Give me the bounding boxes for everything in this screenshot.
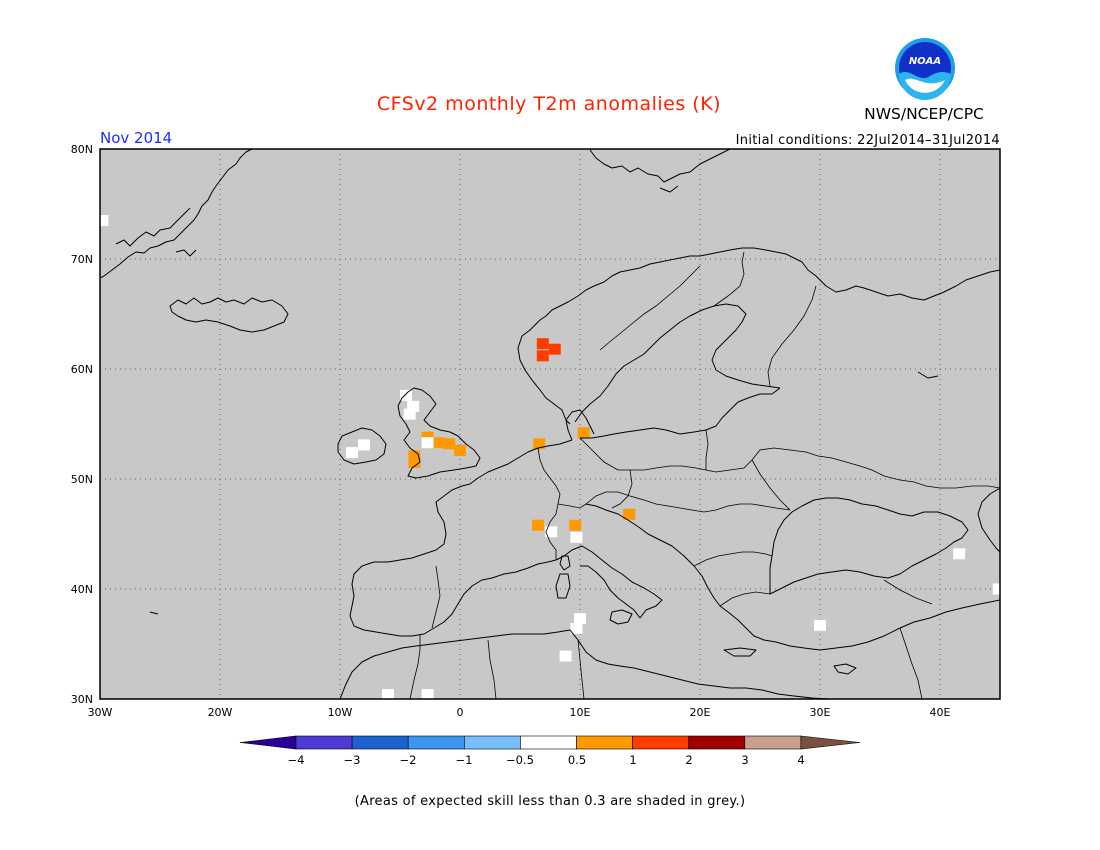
colorbar-tick-label: −3 — [344, 753, 361, 767]
denmark-coast — [565, 409, 595, 441]
colorbar-tick-label: 0.5 — [568, 753, 586, 767]
ireland-coast — [337, 427, 387, 465]
sardinia-coast — [555, 573, 571, 599]
lon-tick-label: 20E — [690, 706, 711, 719]
iceland-coast — [169, 297, 289, 333]
skill-footnote: (Areas of expected skill less than 0.3 a… — [355, 794, 746, 809]
anomaly-cell — [814, 619, 826, 631]
great-britain-coast — [397, 387, 481, 479]
north-africa-coast — [339, 629, 831, 699]
forecast-month: Nov 2014 — [100, 129, 172, 147]
anomaly-cell — [574, 613, 586, 625]
lon-tick-label: 30E — [810, 706, 831, 719]
anomaly-cell — [100, 215, 109, 226]
svalbard-coast — [589, 149, 731, 183]
colorbar-tick-label: −4 — [288, 753, 305, 767]
colorbar-tick-label: −0.5 — [506, 753, 534, 767]
anomaly-cell — [536, 350, 549, 362]
colorbar-swatch — [688, 735, 746, 750]
anomaly-cell — [346, 447, 358, 459]
crete-coast — [723, 647, 757, 657]
anomaly-cell — [407, 400, 420, 412]
colorbar-tick-label: −2 — [400, 753, 417, 767]
colorbar-swatch — [744, 735, 802, 750]
sicily-coast — [609, 609, 633, 625]
map-background — [100, 149, 1000, 699]
colorbar-swatch — [463, 735, 521, 750]
initial-conditions: Initial conditions: 22Jul2014–31Jul2014 — [736, 133, 1000, 148]
colorbar-swatch — [239, 735, 297, 750]
colorbar-swatch — [632, 735, 689, 750]
colorbar-swatch — [576, 735, 633, 750]
map-frame — [99, 148, 1001, 700]
anomaly-cell — [432, 437, 445, 449]
anomaly-cell — [400, 389, 412, 401]
colorbar-tick-label: 3 — [741, 753, 748, 767]
lat-tick-label: 60N — [71, 363, 93, 376]
colorbar-swatch — [407, 735, 465, 750]
country-borders — [409, 251, 1000, 699]
lat-tick-label: 80N — [71, 143, 93, 156]
lon-tick-label: 0 — [457, 706, 464, 719]
colorbar-tick-label: 2 — [685, 753, 692, 767]
anomaly-cell — [443, 438, 456, 450]
lon-tick-label: 20W — [208, 706, 233, 719]
colorbar-swatch — [351, 735, 409, 750]
anomaly-cell — [533, 438, 546, 450]
agency-label: NWS/NCEP/CPC — [864, 105, 984, 123]
anomaly-cell — [548, 343, 561, 355]
colorbar-tick-label: 4 — [797, 753, 804, 767]
greenland-coast — [100, 149, 253, 279]
black-sea-coast — [769, 497, 969, 595]
anomaly-cells — [100, 215, 1000, 699]
anomaly-cell — [992, 583, 1000, 595]
anomaly-cell — [545, 526, 558, 538]
colorbar-tick-label: 1 — [629, 753, 636, 767]
anomaly-cell — [408, 450, 421, 462]
cyprus-coast — [833, 663, 857, 675]
colorbar-tick-label: −1 — [456, 753, 473, 767]
coastlines — [100, 149, 1000, 699]
anomaly-cell — [577, 427, 590, 439]
scandinavia-coast — [517, 247, 1000, 371]
anomaly-cell — [570, 531, 583, 543]
colorbar: −4 −3 −2 −1 −0.5 0.5 1 2 3 4 — [239, 735, 861, 767]
lat-tick-label: 70N — [71, 253, 93, 266]
italy-coast — [555, 545, 663, 619]
colorbar-swatch — [520, 735, 577, 750]
lat-tick-label: 30N — [71, 693, 93, 706]
anomaly-cell — [421, 437, 434, 449]
lon-tick-label: 10E — [570, 706, 591, 719]
colorbar-swatch — [295, 735, 353, 750]
anomaly-cell — [569, 519, 582, 531]
noaa-logo: NOAA — [895, 38, 955, 100]
graticule — [100, 149, 1000, 699]
axis-labels: 80N 70N 60N 50N 40N 30N 30W 20W 10W 0 10… — [71, 143, 951, 719]
corsica-coast — [559, 555, 571, 571]
anomaly-cell — [358, 439, 370, 451]
lat-tick-label: 40N — [71, 583, 93, 596]
anomaly-cell — [536, 338, 549, 350]
lon-tick-label: 40E — [930, 706, 951, 719]
anomaly-cell — [382, 689, 394, 699]
anomaly-cell — [421, 689, 434, 699]
anomaly-cell — [532, 519, 544, 531]
lat-tick-label: 50N — [71, 473, 93, 486]
anomaly-cell — [454, 444, 466, 456]
anomaly-cell — [570, 623, 583, 635]
anomaly-cell — [408, 457, 421, 468]
colorbar-swatch — [800, 735, 861, 750]
anomaly-cell — [403, 408, 416, 420]
lon-tick-label: 10W — [328, 706, 353, 719]
noaa-logo-text: NOAA — [909, 56, 941, 67]
france-iberia-coast — [349, 477, 557, 637]
anomaly-cell — [953, 548, 966, 560]
lon-tick-label: 30W — [88, 706, 113, 719]
anomaly-cell — [559, 650, 572, 662]
figure-title: CFSv2 monthly T2m anomalies (K) — [377, 93, 721, 115]
anomaly-cell — [623, 508, 636, 520]
